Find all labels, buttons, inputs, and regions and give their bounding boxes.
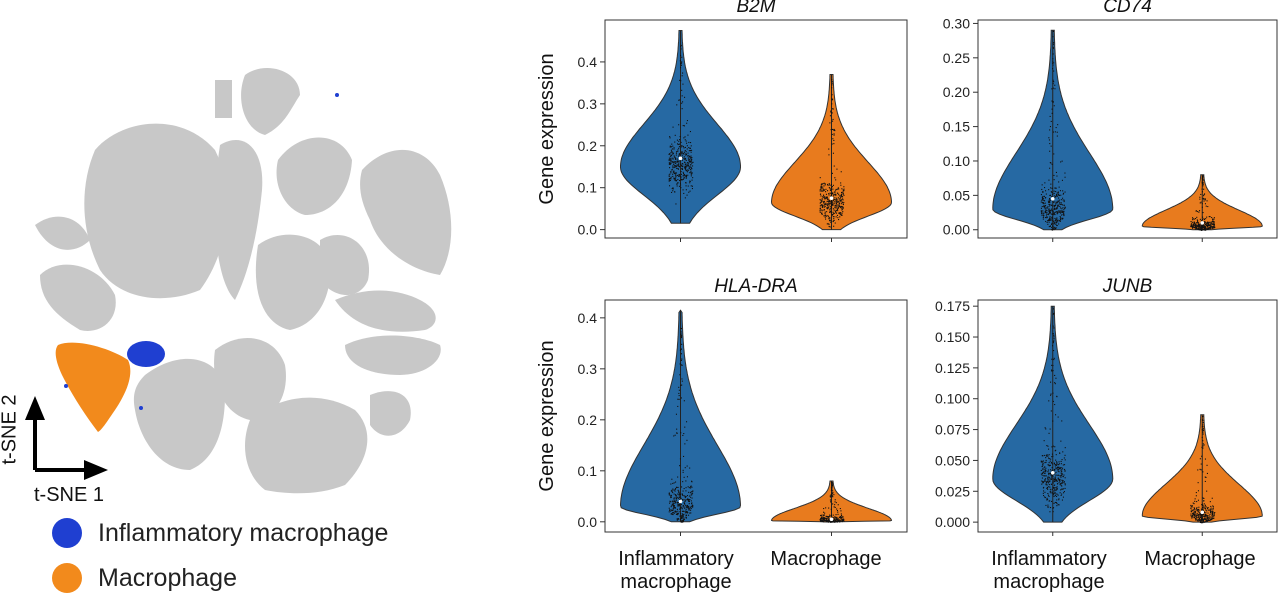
macrophage-cells	[55, 342, 131, 432]
inflammatory-legend-dot	[52, 518, 82, 548]
violin-median	[1200, 510, 1205, 515]
tsne-cluster-11	[345, 335, 441, 375]
category-line: Inflammatory	[618, 548, 734, 570]
violin-points	[1190, 175, 1216, 231]
tsne-cluster-4	[276, 137, 352, 215]
tsne-cluster-2	[84, 123, 228, 299]
y-axis-label: Gene expression	[536, 53, 558, 204]
violin-panel-HLA-DRA: HLA-DRA 0.0 0.1 0.2 0.3 0.4 Gene expression	[536, 276, 908, 536]
y-tick-label: 0.4	[578, 310, 598, 326]
tsne-cluster-7	[40, 264, 116, 331]
category-line: Macrophage	[1144, 548, 1256, 570]
category-label-macrophage-right: Macrophage	[1120, 548, 1280, 571]
violin-title: B2M	[736, 0, 775, 17]
y-tick-label: 0.0	[578, 222, 598, 238]
violin-points	[1040, 308, 1066, 513]
tsne-x-label: t-SNE 1	[34, 484, 105, 506]
tsne-cluster-12	[133, 358, 225, 470]
y-tick-label: 0.3	[578, 361, 598, 377]
y-tick-label: 0.2	[578, 412, 598, 428]
category-line: Macrophage	[770, 548, 882, 570]
y-tick-label: 0.100	[935, 391, 970, 407]
inflammatory-outlier-2	[64, 384, 68, 388]
y-tick-label: 0.4	[578, 54, 598, 70]
y-tick-label: 0.00	[943, 222, 970, 238]
plot-frame	[977, 19, 1278, 239]
y-tick-label: 0.000	[935, 514, 970, 530]
violin-median	[829, 517, 834, 522]
violin-panel-JUNB: JUNB 0.000 0.025 0.050 0.075 0.100 0.125 0.150 0…	[935, 276, 1278, 536]
macrophage-cluster	[55, 342, 131, 432]
violin-median	[678, 156, 683, 161]
violin-median	[1050, 197, 1055, 201]
category-label-macrophage-left: Macrophage	[746, 548, 906, 571]
tsne-cluster-0	[241, 67, 300, 135]
y-tick-label: 0.175	[935, 298, 970, 314]
violin-title: HLA-DRA	[714, 276, 797, 297]
y-axis-label: Gene expression	[536, 340, 558, 491]
y-tick-label: 0.30	[943, 15, 970, 31]
violin-median	[829, 196, 834, 200]
legend-item-inflammatory: Inflammatory macrophage	[52, 518, 388, 548]
category-line: Inflammatory	[991, 548, 1107, 570]
tsne-cluster-14	[245, 397, 368, 494]
y-tick-label: 0.1	[578, 463, 598, 479]
violin-panel-B2M: B2M 0.0 0.1 0.2 0.3 0.4 Gene expression	[536, 0, 908, 242]
legend-item-macrophage: Macrophage	[52, 563, 237, 593]
category-label-inflammatory-left: Inflammatory macrophage	[596, 548, 756, 594]
tsne-cluster-15	[370, 391, 411, 436]
violin-points	[668, 44, 694, 205]
violin-title: CD74	[1103, 0, 1152, 17]
category-line: macrophage	[620, 571, 732, 593]
violin-points	[668, 327, 694, 523]
violin-plots: B2M 0.0 0.1 0.2 0.3 0.4 Gene expression CD74 0.0…	[536, 0, 1278, 536]
y-tick-label: 0.15	[943, 119, 970, 135]
tsne-cluster-1	[215, 80, 232, 118]
inflammatory-macrophage-cells	[127, 341, 165, 367]
y-tick-label: 0.25	[943, 50, 970, 66]
inflammatory-outlier-1	[139, 406, 143, 410]
violin-median	[1050, 470, 1055, 475]
tsne-cluster-10	[335, 290, 436, 332]
tsne-axes-arrows	[25, 396, 108, 480]
tsne-cluster-5	[360, 149, 452, 275]
y-tick-label: 0.125	[935, 360, 970, 376]
violin-points	[819, 481, 845, 523]
violin-points	[1040, 30, 1066, 231]
inflammatory-macrophage-cluster	[64, 93, 339, 410]
y-tick-label: 0.05	[943, 187, 970, 203]
y-tick-label: 0.20	[943, 84, 970, 100]
legend-label: Inflammatory macrophage	[98, 518, 389, 547]
tsne-cell-clusters	[35, 67, 452, 494]
tsne-cluster-13	[214, 338, 286, 420]
y-tick-label: 0.3	[578, 96, 598, 112]
violin-median	[1200, 221, 1205, 225]
plot-frame	[604, 299, 908, 533]
violin-title: JUNB	[1102, 276, 1153, 297]
plot-frame	[977, 299, 1278, 533]
macrophage-legend-dot	[52, 563, 82, 593]
y-tick-label: 0.025	[935, 483, 970, 499]
violin-points	[819, 79, 845, 228]
tsne-plot	[25, 67, 452, 494]
category-label-inflammatory-right: Inflammatory macrophage	[969, 548, 1129, 594]
tsne-cluster-8	[255, 234, 331, 330]
legend-label: Macrophage	[98, 563, 237, 592]
y-tick-label: 0.2	[578, 138, 598, 154]
violin-panel-CD74: CD74 0.00 0.05 0.10 0.15 0.20 0.25 0.30	[943, 0, 1278, 242]
y-tick-label: 0.050	[935, 452, 970, 468]
tsne-cluster-6	[35, 216, 90, 250]
plot-frame	[604, 19, 908, 239]
y-tick-label: 0.10	[943, 153, 970, 169]
tsne-cluster-9	[320, 234, 370, 295]
inflammatory-outlier-0	[335, 93, 339, 97]
y-tick-label: 0.1	[578, 180, 598, 196]
tsne-y-label: t-SNE 2	[0, 394, 21, 465]
violin-median	[678, 499, 683, 504]
y-tick-label: 0.075	[935, 422, 970, 438]
tsne-cluster-3	[215, 140, 263, 300]
y-tick-label: 0.0	[578, 514, 598, 530]
category-line: macrophage	[993, 571, 1105, 593]
y-tick-label: 0.150	[935, 329, 970, 345]
